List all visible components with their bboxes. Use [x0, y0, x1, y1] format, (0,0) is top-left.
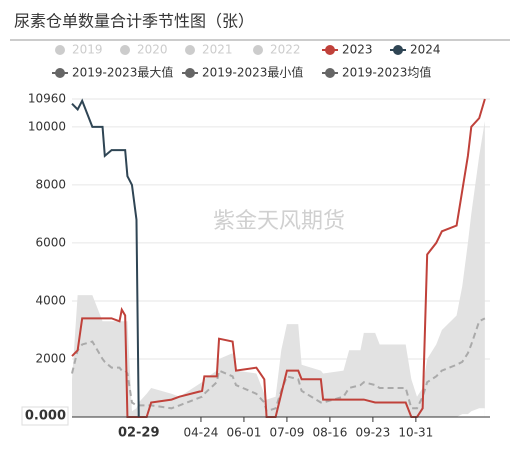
legend-icon: [120, 45, 130, 55]
x-tick-label: 08-16: [312, 426, 347, 440]
x-tick-label: 09-23: [355, 426, 390, 440]
line: [71, 98, 486, 418]
y-tick-label: 6000: [35, 235, 66, 249]
y-tick-label: 8000: [35, 177, 66, 191]
legend-icon: [185, 45, 195, 55]
legend-icon: [393, 45, 403, 55]
legend-label[interactable]: 2021: [202, 43, 233, 57]
crosshair-y-box: [21, 406, 69, 426]
legend-icon: [325, 45, 335, 55]
legend-icon: [55, 68, 65, 78]
legend-icon: [325, 68, 335, 78]
line: [71, 98, 140, 418]
crosshair-x-box: [114, 423, 163, 441]
x-tick-label: 10-31: [398, 426, 433, 440]
watermark: 紫金天风期货: [213, 209, 345, 234]
legend-label[interactable]: 2023: [342, 43, 373, 57]
crosshair-x-label: 02-29: [118, 426, 160, 441]
y-tick-label: 10960: [28, 92, 66, 106]
area: [72, 121, 485, 418]
x-tick-label: 07-09: [269, 426, 304, 440]
y-tick-label: 10000: [28, 119, 66, 133]
legend-label[interactable]: 2019-2023最小值: [202, 65, 303, 80]
x-tick-label: 04-24: [184, 426, 219, 440]
legend-icon: [253, 45, 263, 55]
y-tick-label: 2000: [35, 351, 66, 365]
legend-label[interactable]: 2019: [72, 43, 103, 57]
crosshair-y-label: 0.000: [25, 409, 66, 424]
legend-icon: [185, 68, 195, 78]
legend-label[interactable]: 2022: [270, 43, 301, 57]
chart-title: 尿素仓单数量合计季节性图（张）: [14, 12, 254, 31]
legend-label[interactable]: 2019-2023均值: [342, 65, 431, 80]
legend-icon: [55, 45, 65, 55]
legend-label[interactable]: 2019-2023最大值: [72, 65, 173, 80]
legend-label[interactable]: 2024: [410, 43, 441, 57]
legend-label[interactable]: 2020: [137, 43, 168, 57]
y-tick-label: 4000: [35, 293, 66, 307]
x-tick-label: 06-01: [226, 426, 261, 440]
